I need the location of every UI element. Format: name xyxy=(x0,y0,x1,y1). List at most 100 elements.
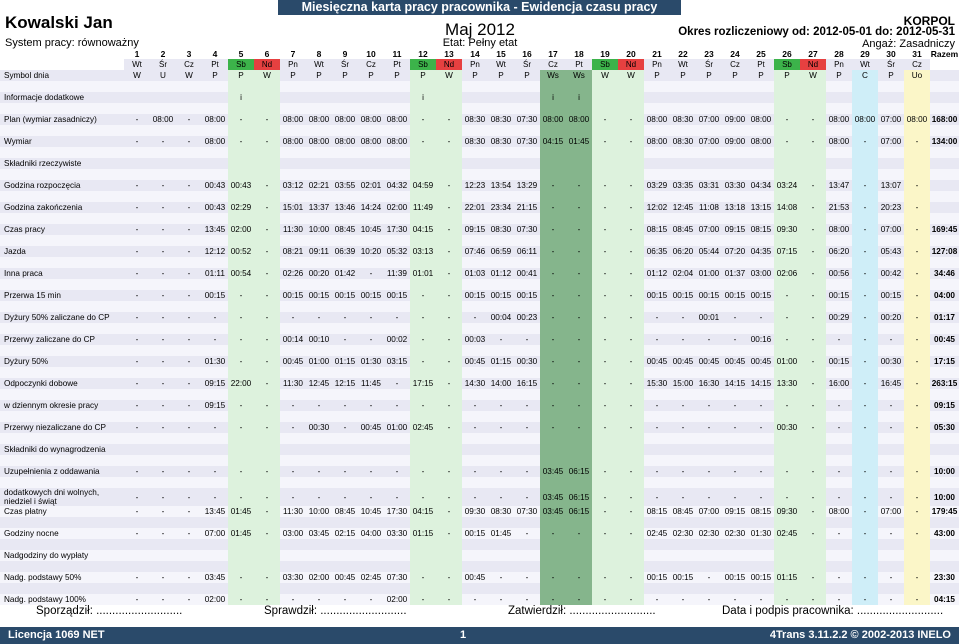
day-cell xyxy=(904,169,930,180)
day-cell xyxy=(540,583,566,594)
day-cell: - xyxy=(150,528,176,539)
day-cell: - xyxy=(696,334,722,345)
day-cell xyxy=(618,444,644,455)
day-cell xyxy=(878,477,904,488)
table-row: Godziny nocne - - -07:00 01:45-03:00 03:45 02:… xyxy=(0,528,959,539)
day-cell: 02:45 xyxy=(774,528,800,539)
day-number: 17 xyxy=(548,48,558,59)
day-cell: - xyxy=(306,400,332,411)
row-total: 17:15 xyxy=(930,356,959,367)
day-cell xyxy=(202,323,228,334)
day-cell: - xyxy=(566,290,592,301)
day-cell: - xyxy=(852,202,878,213)
day-cell xyxy=(878,411,904,422)
day-cell xyxy=(566,389,592,400)
day-cell xyxy=(670,550,696,561)
day-cell xyxy=(826,257,852,268)
day-cell xyxy=(800,191,826,202)
day-cell: 03:45 xyxy=(540,466,566,477)
day-cell: - xyxy=(436,488,462,506)
row-label xyxy=(0,81,124,92)
day-cell xyxy=(462,389,488,400)
table-row: Składniki rzeczywiste xyxy=(0,158,959,169)
day-cell: - xyxy=(254,268,280,279)
day-cell: - xyxy=(540,290,566,301)
day-cell xyxy=(696,444,722,455)
day-cell: - xyxy=(514,528,540,539)
day-cell xyxy=(670,433,696,444)
day-cell: - xyxy=(566,224,592,235)
day-cell xyxy=(748,191,774,202)
day-cell xyxy=(306,561,332,572)
day-cell: - xyxy=(176,594,202,605)
day-cell: 00:56 xyxy=(826,268,852,279)
day-cell: - xyxy=(254,312,280,323)
day-cell xyxy=(644,550,670,561)
day-cell xyxy=(410,433,436,444)
day-cell: - xyxy=(384,378,410,389)
day-cell: - xyxy=(826,572,852,583)
table-row: Wymiar - - -08:00- -08:00 08:00 08:00 08:00 08:0… xyxy=(0,136,959,147)
day-cell: - xyxy=(150,572,176,583)
day-cell: 05:32 xyxy=(384,246,410,257)
day-cell: - xyxy=(540,572,566,583)
row-total xyxy=(930,301,959,312)
day-cell xyxy=(124,345,150,356)
day-cell xyxy=(488,455,514,466)
day-cell: - xyxy=(592,334,618,345)
day-cell xyxy=(228,213,254,224)
day-cell xyxy=(306,444,332,455)
day-cell xyxy=(852,257,878,268)
day-cell: - xyxy=(124,488,150,506)
row-label xyxy=(0,345,124,356)
day-cell: 04:00 xyxy=(358,528,384,539)
day-cell xyxy=(748,158,774,169)
day-cell xyxy=(592,433,618,444)
day-cell: - xyxy=(592,312,618,323)
day-cell xyxy=(358,411,384,422)
day-cell xyxy=(644,103,670,114)
day-cell xyxy=(852,345,878,356)
day-cell xyxy=(670,125,696,136)
day-cell xyxy=(384,444,410,455)
weekday: Śr xyxy=(696,59,722,70)
table-row: Uzupełnienia z oddawania - - - - - - - - - - - - - - - -… xyxy=(0,466,959,477)
day-number: 7 xyxy=(290,48,296,59)
day-cell: 08:00 xyxy=(826,136,852,147)
day-cell xyxy=(644,539,670,550)
day-cell xyxy=(878,367,904,378)
license-label: Licencja 1069 NET xyxy=(8,629,105,641)
day-cell: 00:15 xyxy=(384,290,410,301)
day-cell xyxy=(176,550,202,561)
day-cell: 11:30 xyxy=(280,378,306,389)
day-cell: - xyxy=(514,488,540,506)
day-cell xyxy=(488,411,514,422)
day-cell: 00:15 xyxy=(826,290,852,301)
checked-by: Sprawdził: ........................... xyxy=(264,605,407,617)
day-cell xyxy=(592,169,618,180)
day-cell: 01:45 xyxy=(228,528,254,539)
day-cell xyxy=(436,323,462,334)
day-cell: - xyxy=(384,400,410,411)
day-cell: - xyxy=(176,488,202,506)
day-number: 26 xyxy=(782,48,792,59)
weekday: Śr xyxy=(332,59,358,70)
day-cell xyxy=(878,158,904,169)
day-cell xyxy=(280,191,306,202)
day-cell xyxy=(488,367,514,378)
day-cell xyxy=(306,477,332,488)
day-cell xyxy=(306,517,332,528)
day-cell xyxy=(696,235,722,246)
day-cell: 01:12 xyxy=(644,268,670,279)
day-cell: - xyxy=(618,400,644,411)
day-cell: 08:00 xyxy=(358,114,384,125)
day-cell xyxy=(618,103,644,114)
row-total: 134:00 xyxy=(930,136,959,147)
day-cell: - xyxy=(878,422,904,433)
day-cell xyxy=(904,517,930,528)
day-cell: - xyxy=(436,506,462,517)
day-cell xyxy=(904,411,930,422)
day-cell xyxy=(150,257,176,268)
day-cell: 12:12 xyxy=(202,246,228,257)
day-cell xyxy=(904,279,930,290)
